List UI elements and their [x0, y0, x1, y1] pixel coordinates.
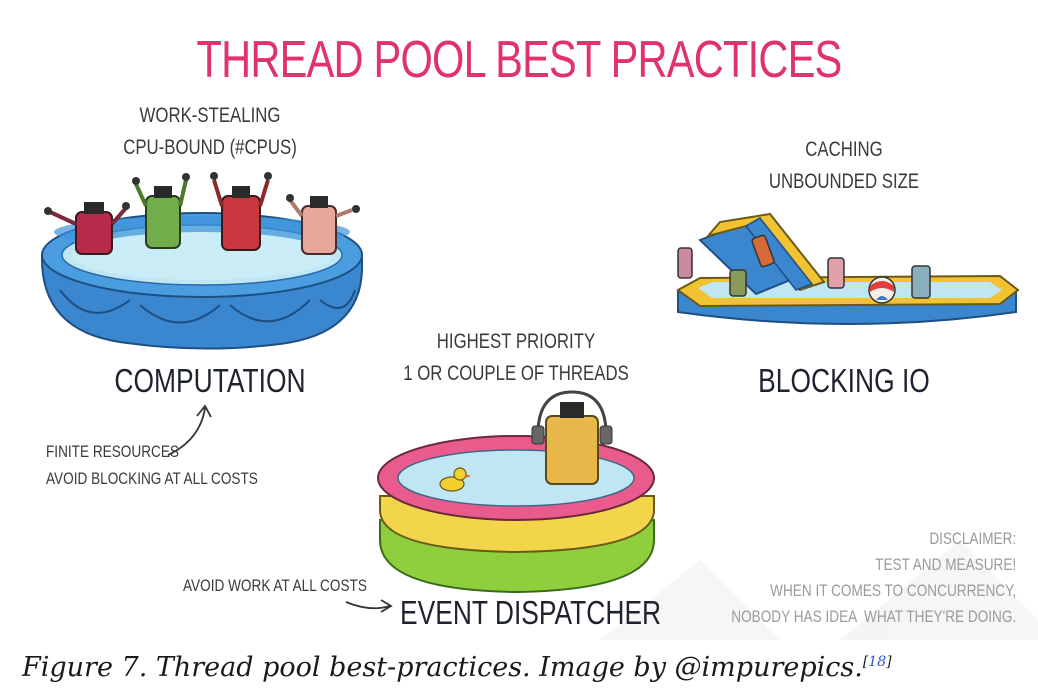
disclaimer-line1: DISCLAIMER: — [929, 529, 1016, 548]
spool-red-2 — [210, 172, 272, 251]
spool-pink — [286, 194, 360, 255]
disclaimer-line2: TEST AND MEASURE! — [874, 555, 1016, 574]
spool-green — [132, 173, 190, 249]
arrow-to-event-dispatcher — [345, 599, 393, 613]
event-dispatcher-side-note: AVOID WORK AT ALL COSTS — [183, 576, 367, 595]
computation-pool — [40, 172, 363, 350]
computation-note-line2: CPU-BOUND (#CPUS) — [123, 136, 297, 159]
citation-number-link[interactable]: 18 — [868, 654, 887, 670]
watermark — [600, 540, 1038, 640]
computation-side-note-line2: AVOID BLOCKING AT ALL COSTS — [46, 469, 258, 488]
citation-open-bracket: [ — [862, 654, 869, 670]
computation-label: COMPUTATION — [114, 362, 306, 399]
blocking-io-note: CACHING UNBOUNDED SIZE — [724, 134, 964, 198]
citation-close-bracket: ] — [886, 654, 892, 670]
disclaimer: DISCLAIMER: TEST AND MEASURE! WHEN IT CO… — [731, 526, 1016, 630]
citation-reference[interactable]: [18] — [863, 654, 892, 670]
blocking-io-label: BLOCKING IO — [758, 362, 930, 399]
computation-side-note: FINITE RESOURCES AVOID BLOCKING AT ALL C… — [46, 438, 258, 492]
arrow-to-computation — [167, 404, 212, 456]
event-dispatcher-note: HIGHEST PRIORITY 1 OR COUPLE OF THREADS — [396, 326, 636, 390]
diagram-title: THREAD POOL BEST PRACTICES — [196, 31, 843, 89]
figure-caption: Figure 7. Thread pool best-practices. Im… — [22, 652, 892, 683]
event-dispatcher-note-line1: HIGHEST PRIORITY — [436, 330, 596, 353]
blocking-io-pool — [676, 212, 1020, 325]
event-dispatcher-pool — [377, 390, 655, 594]
disclaimer-line4: NOBODY HAS IDEA WHAT THEY'RE DOING. — [731, 607, 1016, 626]
event-dispatcher-label: EVENT DISPATCHER — [400, 594, 662, 631]
computation-side-note-line1: FINITE RESOURCES — [46, 442, 179, 461]
computation-note: WORK-STEALING CPU-BOUND (#CPUS) — [90, 100, 330, 164]
spool-red-1 — [44, 202, 130, 255]
event-dispatcher-note-line2: 1 OR COUPLE OF THREADS — [403, 362, 629, 385]
blocking-io-note-line2: UNBOUNDED SIZE — [768, 170, 920, 193]
blocking-io-note-line1: CACHING — [805, 138, 883, 161]
figure-caption-text: Figure 7. Thread pool best-practices. Im… — [22, 652, 863, 683]
computation-note-line1: WORK-STEALING — [139, 104, 281, 127]
disclaimer-line3: WHEN IT COMES TO CONCURRENCY, — [769, 581, 1016, 600]
